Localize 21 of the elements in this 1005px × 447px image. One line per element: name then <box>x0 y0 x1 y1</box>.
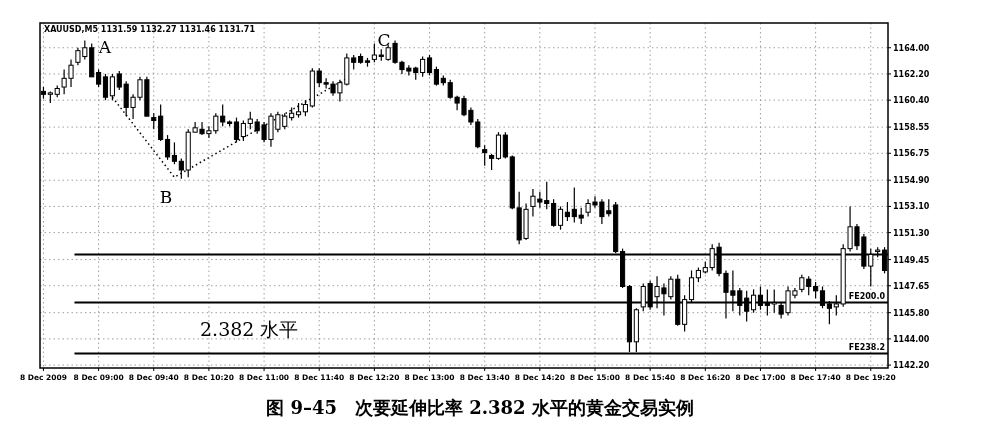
annotation: C <box>377 30 391 50</box>
y-tick-label: 1164.00 <box>893 43 930 53</box>
y-tick-label: 1153.10 <box>893 202 930 212</box>
y-tick-label: 1154.90 <box>893 176 930 186</box>
y-tick-label: 1156.75 <box>893 149 930 159</box>
y-tick-label: 1147.65 <box>893 281 930 291</box>
y-tick-label: 1158.55 <box>893 123 930 133</box>
annotation: 2.382 水平 <box>200 318 299 340</box>
y-tick-label: 1160.40 <box>893 96 930 106</box>
y-tick-label: 1144.00 <box>893 334 930 344</box>
annotation: B <box>159 187 173 207</box>
y-tick-label: 1145.80 <box>893 308 930 318</box>
y-tick-label: 1142.20 <box>893 361 930 371</box>
annotation: A <box>97 37 112 57</box>
annotation: XAUUSD,M5 1131.59 1132.27 1131.46 1131.71 <box>44 25 256 34</box>
ref-line-label: FE238.2 <box>848 343 885 353</box>
ref-line-label: FE200.0 <box>848 292 886 302</box>
y-tick-label: 1149.45 <box>893 255 930 265</box>
y-tick-label: 1162.20 <box>893 69 930 79</box>
y-tick-label: 1151.30 <box>893 228 930 238</box>
text: 图 9–45 次要延伸比率 2.382 水平的黄金交易实例 <box>266 397 694 418</box>
